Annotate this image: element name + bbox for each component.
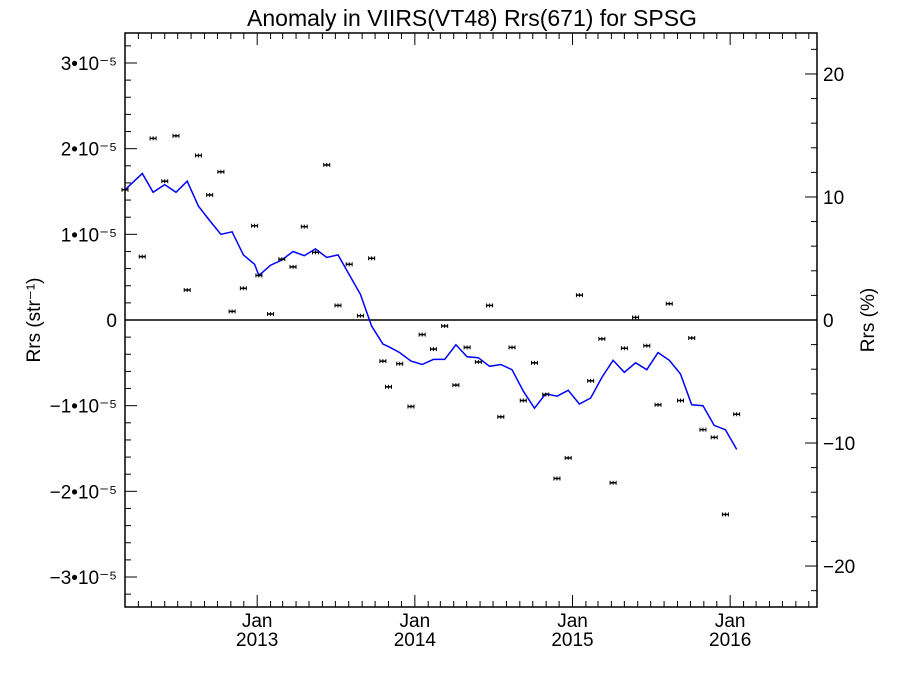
y-tick-label: 2•10⁻⁵ xyxy=(61,140,117,161)
y2-tick-labels: 20 10 0 −10 −20 xyxy=(823,65,855,578)
data-point xyxy=(587,378,595,383)
data-point xyxy=(368,256,376,261)
y-axis-label: Rrs (str⁻¹) xyxy=(24,278,45,363)
data-point xyxy=(418,332,426,337)
data-point xyxy=(609,480,617,485)
data-point xyxy=(183,288,191,293)
y-tick-label: 3•10⁻⁵ xyxy=(61,54,117,75)
data-point xyxy=(542,392,550,397)
y-tick-label: −3•10⁻⁵ xyxy=(50,568,117,589)
x-tick-year-label: 2013 xyxy=(236,630,278,651)
data-point xyxy=(407,404,415,409)
data-point xyxy=(217,169,225,174)
data-point xyxy=(733,412,741,417)
data-point xyxy=(519,398,527,403)
data-point xyxy=(149,136,157,141)
chart-title: Anomaly in VIIRS(VT48) Rrs(671) for SPSG xyxy=(247,5,697,31)
data-point xyxy=(632,315,640,320)
data-point xyxy=(334,303,342,308)
data-point xyxy=(463,345,471,350)
data-point xyxy=(497,414,505,419)
data-point xyxy=(643,343,651,348)
data-point xyxy=(710,435,718,440)
data-point xyxy=(564,455,572,460)
data-point xyxy=(721,512,729,517)
y2-tick-label: 0 xyxy=(823,311,834,332)
data-point xyxy=(251,223,259,228)
y-tick-labels: 3•10⁻⁵ 2•10⁻⁵ 1•10⁻⁵ 0 −1•10⁻⁵ −2•10⁻⁵ −3•10⁻⁵ xyxy=(50,54,117,589)
y2-tick-label: 20 xyxy=(823,65,844,86)
data-point xyxy=(553,476,561,481)
data-point xyxy=(206,192,214,197)
data-point xyxy=(323,162,331,167)
x-tick-year-label: 2014 xyxy=(394,630,437,651)
data-point xyxy=(267,312,275,317)
x-tick-month-label: Jan xyxy=(400,611,431,632)
data-points xyxy=(121,133,741,517)
y-tick-label: 1•10⁻⁵ xyxy=(61,225,117,246)
y-tick-label: −2•10⁻⁵ xyxy=(50,482,117,503)
data-point xyxy=(384,384,392,389)
data-point xyxy=(508,345,516,350)
y-tick-label: 0 xyxy=(106,311,117,332)
data-point xyxy=(474,359,482,364)
data-point xyxy=(239,286,247,291)
data-point xyxy=(278,257,286,262)
data-point xyxy=(289,264,297,269)
trend-line xyxy=(124,172,738,450)
data-point xyxy=(654,402,662,407)
data-point xyxy=(699,427,707,432)
y2-tick-label: −20 xyxy=(823,557,855,578)
data-point xyxy=(575,293,583,298)
plot-area xyxy=(121,32,818,608)
data-point xyxy=(172,133,180,138)
data-point xyxy=(530,360,538,365)
minor-ticks xyxy=(125,33,817,607)
y2-tick-label: −10 xyxy=(823,434,855,455)
data-point xyxy=(598,336,606,341)
data-point xyxy=(620,346,628,351)
x-tick-month-label: Jan xyxy=(557,611,588,632)
data-point xyxy=(441,323,449,328)
y-tick-label: −1•10⁻⁵ xyxy=(50,397,117,418)
data-point xyxy=(161,179,169,184)
data-point xyxy=(345,262,353,267)
data-point xyxy=(486,303,494,308)
major-ticks xyxy=(125,33,817,607)
y2-tick-label: 10 xyxy=(823,188,844,209)
x-tick-month-label: Jan xyxy=(715,611,746,632)
x-tick-month-label: Jan xyxy=(242,611,273,632)
data-point xyxy=(121,187,129,192)
data-point xyxy=(194,153,202,158)
y2-axis-label: Rrs (%) xyxy=(858,288,879,352)
data-point xyxy=(396,361,404,366)
data-point xyxy=(255,273,263,278)
x-tick-year-label: 2016 xyxy=(709,630,751,651)
data-point xyxy=(677,398,685,403)
data-point xyxy=(300,224,308,229)
x-tick-year-label: 2015 xyxy=(551,630,593,651)
data-point xyxy=(665,301,673,306)
data-point xyxy=(429,347,437,352)
data-point xyxy=(228,309,236,314)
data-point xyxy=(452,383,460,388)
data-point xyxy=(138,254,146,259)
data-point xyxy=(311,250,319,255)
data-point xyxy=(688,335,696,340)
data-point xyxy=(379,359,387,364)
data-point xyxy=(356,313,364,318)
